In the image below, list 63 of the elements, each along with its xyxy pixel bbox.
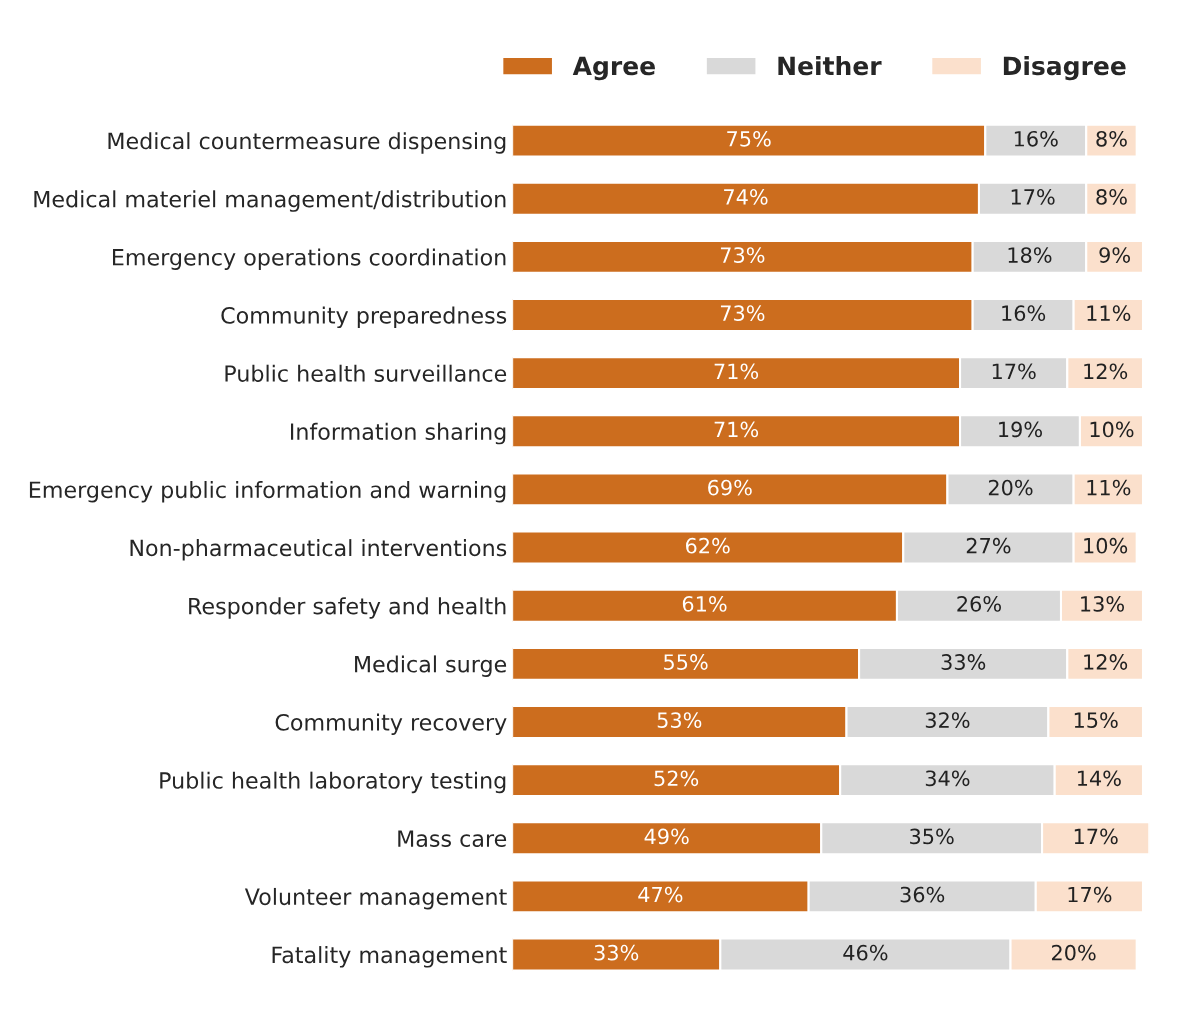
y-tick-label: Non-pharmaceutical interventions: [130, 539, 507, 561]
data-label: 17%: [1011, 189, 1055, 205]
y-tick-label: Information sharing: [290, 422, 506, 445]
data-label: 26%: [957, 595, 1001, 612]
data-label: 32%: [925, 712, 970, 729]
y-tick-label: Mass care: [398, 830, 507, 847]
data-label: 13%: [1081, 595, 1124, 612]
data-label: 14%: [1077, 770, 1121, 787]
data-label: 33%: [941, 654, 986, 670]
data-label: 8%: [1096, 189, 1127, 205]
data-label: 36%: [900, 886, 945, 903]
data-label: 27%: [966, 537, 1011, 554]
data-label: 16%: [1002, 305, 1046, 322]
y-tick-label: Medical surge: [355, 655, 507, 677]
data-label: 34%: [925, 770, 970, 787]
legend-label: Neither: [778, 55, 882, 76]
y-tick-label: Responder safety and health: [189, 597, 506, 619]
data-label: 74%: [724, 189, 768, 205]
y-tick-label: Medical materiel management/distribution: [34, 190, 506, 212]
data-label: 75%: [727, 130, 771, 147]
data-label: 71%: [714, 363, 759, 380]
data-label: 16%: [1014, 130, 1058, 147]
data-label: 18%: [1008, 247, 1052, 263]
data-label: 19%: [999, 421, 1042, 438]
data-label: 12%: [1084, 363, 1128, 380]
data-label: 12%: [1084, 654, 1128, 670]
data-label: 20%: [988, 479, 1033, 496]
y-tick-label: Community recovery: [275, 713, 507, 736]
data-label: 17%: [1074, 828, 1118, 845]
data-label: 11%: [1087, 305, 1131, 322]
data-label: 55%: [664, 654, 708, 670]
data-label: 20%: [1051, 944, 1096, 961]
legend-label: Agree: [572, 56, 655, 81]
data-label: 10%: [1090, 421, 1134, 438]
data-label: 71%: [714, 421, 759, 438]
data-label: 17%: [1068, 886, 1112, 903]
data-label: 10%: [1084, 537, 1128, 554]
data-label: 46%: [843, 944, 888, 961]
data-label: 52%: [654, 770, 699, 787]
data-label: 17%: [992, 363, 1036, 380]
legend-label: Disagree: [1003, 55, 1126, 81]
data-label: 73%: [720, 305, 765, 322]
data-label: 53%: [657, 712, 702, 729]
data-label: 35%: [910, 828, 954, 845]
data-label: 47%: [638, 886, 683, 903]
data-label: 61%: [682, 595, 727, 612]
y-tick-label: Emergency public information and warning: [29, 480, 506, 503]
data-label: 9%: [1099, 247, 1130, 263]
data-label: 73%: [720, 247, 765, 263]
data-label: 62%: [686, 537, 730, 554]
y-tick-label: Fatality management: [272, 946, 507, 968]
data-label: 49%: [644, 828, 689, 845]
y-tick-label: Community preparedness: [221, 306, 507, 329]
data-label: 33%: [594, 944, 639, 961]
y-tick-label: Volunteer management: [244, 887, 507, 910]
data-label: 69%: [708, 479, 752, 496]
data-label: 11%: [1087, 479, 1131, 496]
data-label: 8%: [1096, 130, 1127, 147]
y-tick-label: Public health laboratory testing: [160, 771, 506, 794]
y-tick-label: Public health surveillance: [225, 364, 507, 382]
data-label: 15%: [1074, 712, 1118, 729]
y-tick-label: Medical countermeasure dispensing: [108, 132, 506, 154]
y-tick-label: Emergency operations coordination: [113, 248, 506, 270]
